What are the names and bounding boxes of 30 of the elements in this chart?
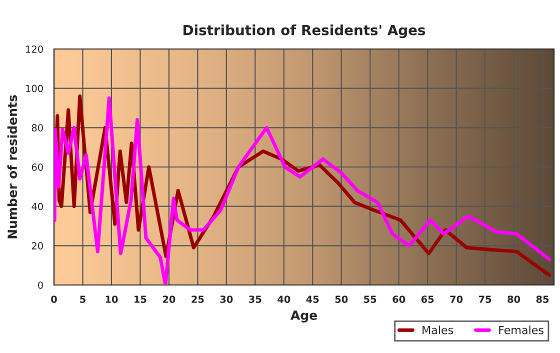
x-tick-label: 35 (249, 296, 262, 303)
x-tick-label: 5 (80, 296, 86, 303)
x-tick-label: 30 (220, 296, 233, 303)
x-tick-label: 15 (134, 296, 146, 303)
x-tick-label: 10 (106, 296, 118, 303)
x-axis-title: Age (290, 310, 317, 322)
x-tick-label: 80 (508, 296, 520, 303)
y-tick-label: 20 (32, 242, 43, 250)
y-tick-label: 60 (32, 163, 43, 171)
legend-label: Males (422, 326, 454, 334)
y-tick-label: 0 (38, 281, 43, 289)
x-tick-label: 85 (536, 296, 549, 303)
x-tick-label: 70 (450, 296, 463, 303)
x-tick-label: 75 (478, 296, 492, 303)
x-tick-label: 50 (335, 296, 348, 303)
x-tick-label: 25 (192, 296, 204, 303)
y-axis-title: Number of residents (7, 95, 18, 238)
legend-label: Females (499, 326, 544, 334)
y-tick-label: 40 (32, 202, 43, 210)
y-tick-label: 120 (26, 45, 43, 53)
x-tick-label: 40 (278, 296, 290, 303)
y-tick-label: 100 (26, 84, 43, 92)
y-tick-label: 80 (32, 124, 43, 132)
x-tick-label: 20 (162, 296, 176, 303)
x-tick-label: 55 (364, 296, 376, 303)
x-tick-label: 65 (421, 296, 434, 303)
x-tick-label: 60 (392, 296, 406, 303)
chart-title: Distribution of Residents' Ages (184, 24, 426, 38)
x-tick-label: 45 (306, 296, 319, 303)
x-tick-label: 0 (51, 296, 57, 303)
